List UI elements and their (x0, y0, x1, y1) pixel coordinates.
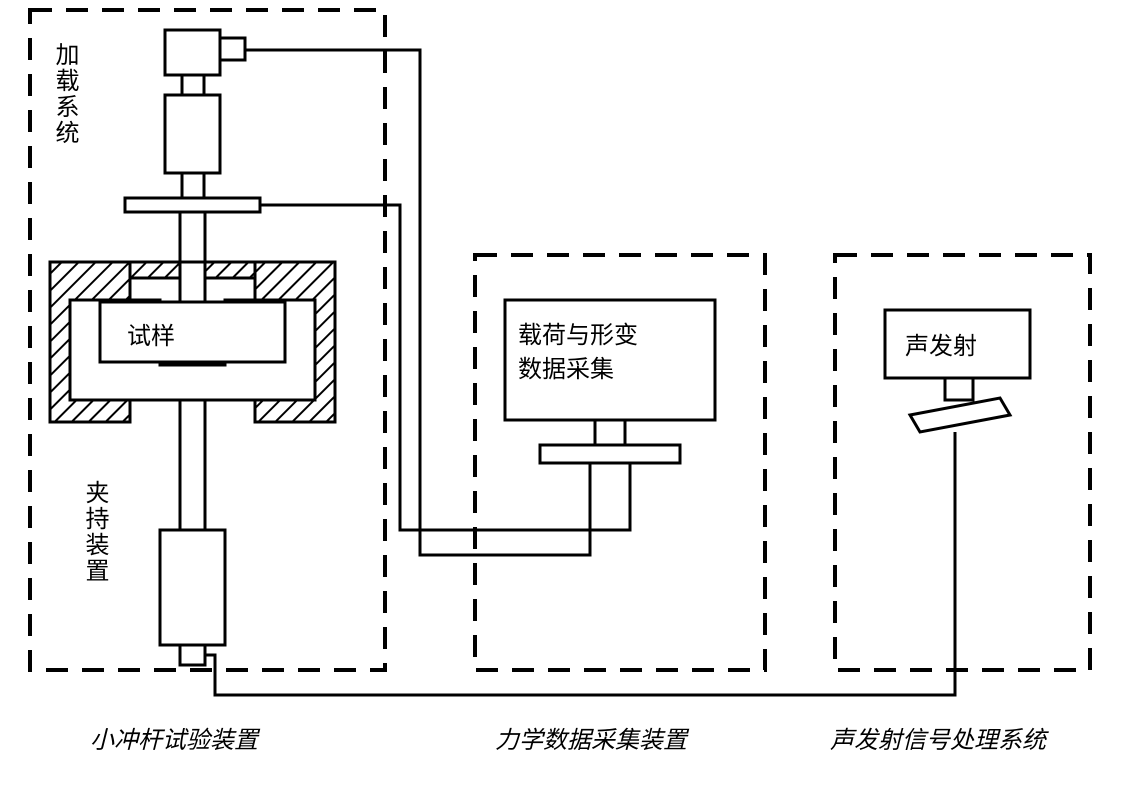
loading-stem2 (182, 173, 204, 198)
clamping-device-label: 夹持装置 (77, 480, 112, 584)
loading-plate (125, 198, 260, 212)
punch-rod-upper (180, 262, 205, 302)
loading-top-box (165, 30, 220, 75)
lower-rod-2 (160, 530, 225, 645)
acoustic-stand-base (910, 398, 1010, 432)
acoustic-stand-neck (945, 378, 973, 400)
lower-rod-1 (180, 400, 205, 530)
specimen-label: 试样 (127, 316, 175, 351)
loading-attachment (220, 38, 245, 60)
loading-body (165, 95, 220, 173)
lower-rod-3 (180, 645, 205, 665)
loading-stem1 (182, 75, 204, 95)
loading-stem3 (180, 212, 205, 262)
diagram-container: 加载系统 试样 夹持装置 载荷与形变 数据采集 声发射 小冲杆试验装置 力学数据… (0, 0, 1126, 790)
bottom-label-2: 力学数据采集装置 (495, 720, 687, 755)
clamp-top-right (205, 262, 255, 278)
load-deformation-label: 载荷与形变 数据采集 (518, 320, 638, 387)
loading-system-label: 加载系统 (47, 42, 82, 146)
dashed-box-right (835, 255, 1090, 670)
acoustic-emission-label: 声发射 (905, 326, 977, 361)
bottom-label-3: 声发射信号处理系统 (830, 720, 1046, 755)
data-stand-neck (595, 420, 625, 445)
wire-acoustic (205, 432, 955, 695)
diagram-svg (0, 0, 1126, 790)
clamp-top-left (130, 262, 180, 278)
data-stand-base (540, 445, 680, 463)
bottom-label-1: 小冲杆试验装置 (90, 720, 258, 755)
